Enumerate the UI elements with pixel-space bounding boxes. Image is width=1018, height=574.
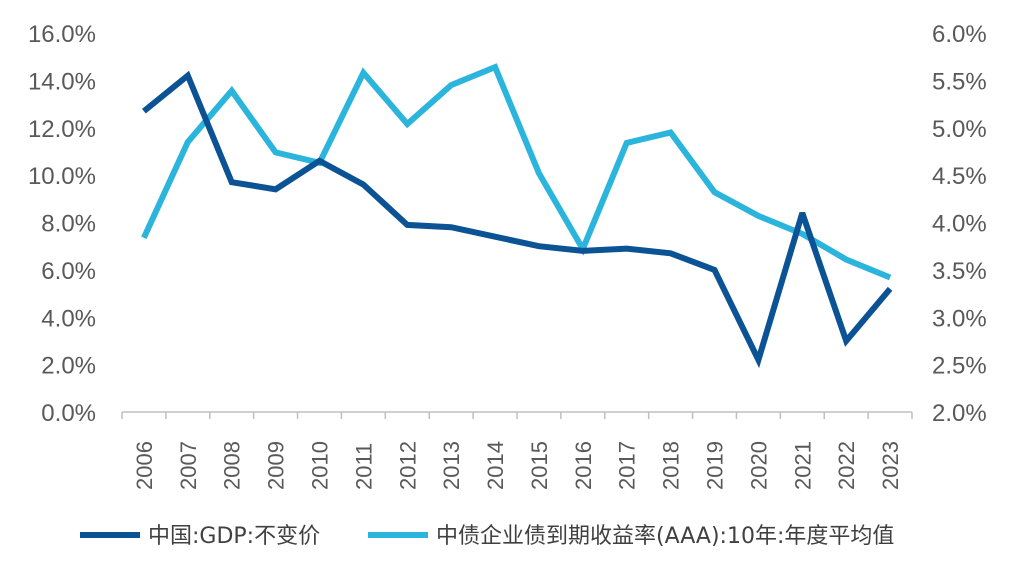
x-tick-label: 2023 — [878, 441, 903, 490]
legend: 中国:GDP:不变价 中债企业债到期收益率(AAA):10年:年度平均值 — [80, 524, 894, 549]
left-tick-label: 2.0% — [41, 353, 96, 380]
right-tick-label: 5.0% — [932, 116, 987, 143]
right-tick-label: 4.5% — [932, 163, 987, 190]
left-tick-label: 14.0% — [28, 68, 96, 95]
right-axis-ticks: 2.0% 2.5% 3.0% 3.5% 4.0% 4.5% 5.0% 5.5% 6.0% — [932, 21, 987, 427]
x-tick-label: 2009 — [264, 441, 289, 490]
x-tick-label: 2014 — [483, 441, 508, 490]
x-tick-label: 2015 — [527, 441, 552, 490]
series-line-yield — [141, 63, 892, 281]
x-tick-label: 2019 — [703, 441, 728, 490]
left-axis-ticks: 0.0% 2.0% 4.0% 6.0% 8.0% 10.0% 12.0% 14.0% 16.0% — [28, 21, 96, 427]
series-layer — [141, 63, 893, 369]
x-tick-label: 2021 — [790, 441, 815, 490]
right-tick-label: 4.0% — [932, 211, 987, 238]
right-tick-label: 3.5% — [932, 258, 987, 285]
x-tick-label: 2010 — [308, 441, 333, 490]
right-tick-label: 2.5% — [932, 353, 987, 380]
x-tick-label: 2006 — [132, 441, 157, 490]
x-tick-label: 2011 — [351, 443, 376, 490]
left-tick-label: 4.0% — [41, 305, 96, 332]
right-tick-label: 5.5% — [932, 68, 987, 95]
left-tick-label: 16.0% — [28, 21, 96, 48]
x-tick-label: 2018 — [659, 441, 684, 490]
x-tick-label: 2017 — [615, 441, 640, 490]
x-tick-label: 2016 — [571, 441, 596, 490]
left-tick-label: 6.0% — [41, 258, 96, 285]
x-tick-label: 2013 — [439, 441, 464, 490]
legend-label-gdp: 中国:GDP:不变价 — [148, 524, 320, 549]
x-axis-ticks: 2006 2007 2008 2009 2010 2011 2012 2013 2014 2015… — [121, 412, 913, 490]
x-tick-label: 2020 — [746, 441, 771, 490]
left-tick-label: 8.0% — [41, 211, 96, 238]
legend-label-yield: 中债企业债到期收益率(AAA):10年:年度平均值 — [436, 524, 894, 549]
left-tick-label: 12.0% — [28, 116, 96, 143]
left-tick-label: 0.0% — [41, 400, 96, 427]
x-tick-label: 2007 — [176, 441, 201, 490]
right-tick-label: 2.0% — [932, 400, 987, 427]
x-tick-label: 2012 — [395, 441, 420, 490]
left-tick-label: 10.0% — [28, 163, 96, 190]
x-tick-label: 2008 — [220, 441, 245, 490]
right-tick-label: 6.0% — [932, 21, 987, 48]
series-line-gdp — [142, 70, 893, 369]
x-tick-label: 2022 — [834, 441, 859, 490]
right-tick-label: 3.0% — [932, 305, 987, 332]
